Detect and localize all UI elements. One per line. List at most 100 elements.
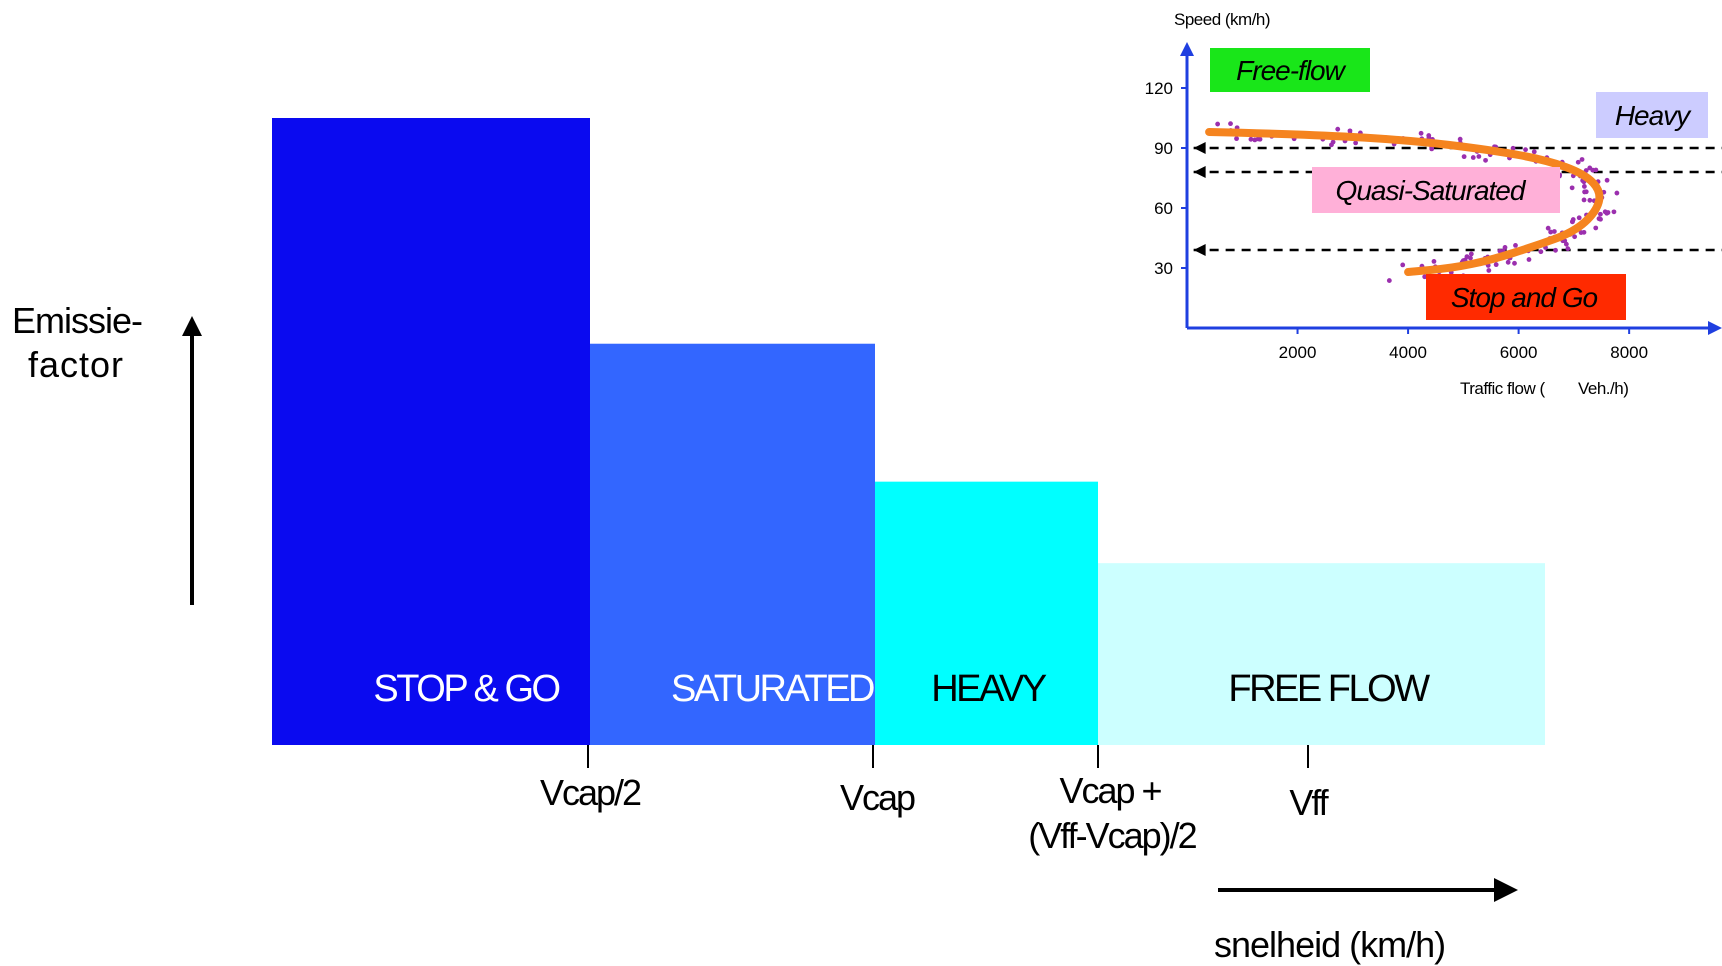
regime-label-stop-and-go: STOP & GO [373, 668, 561, 710]
scatter-point [1234, 136, 1239, 142]
scatter-point [1215, 121, 1221, 127]
x-axis-arrowhead [1494, 878, 1518, 902]
scatter-point [1548, 229, 1554, 235]
inset-x-tick-label: 4000 [1389, 343, 1427, 362]
scatter-point [1531, 149, 1537, 155]
scatter-point [1400, 262, 1406, 268]
scatter-point [1476, 154, 1482, 159]
scatter-point [1614, 190, 1620, 196]
x-axis-label: snelheid (km/h) [1214, 924, 1446, 965]
inset-x-arrowhead [1708, 321, 1722, 335]
region-free-flow-box [1210, 48, 1370, 92]
scatter-point [1553, 247, 1558, 253]
scatter-point [1576, 215, 1582, 221]
scatter-point [1581, 184, 1587, 189]
x-tick-label-vcap: Vcap [839, 777, 916, 818]
regime-label-heavy: HEAVY [931, 668, 1047, 710]
scatter-point [1587, 165, 1593, 171]
scatter-point [1493, 262, 1499, 268]
region-label-boxes: Free-flow Heavy Quasi-Saturated Stop and Go [1210, 48, 1708, 320]
scatter-point [1505, 259, 1511, 265]
scatter-point [1523, 147, 1528, 153]
scatter-point [1578, 230, 1584, 235]
scatter-point [1228, 121, 1233, 127]
region-heavy-box [1596, 92, 1708, 138]
bar-stop-and-go [272, 118, 590, 745]
scatter-point [1598, 211, 1603, 217]
scatter-point [1386, 278, 1392, 283]
regime-label-saturated: SATURATED [671, 668, 876, 710]
inset-text-layer: Speed (km/h) Traffic flow ( Veh./h) [1174, 10, 1629, 398]
scatter-point [1347, 128, 1353, 134]
scatter-point [1512, 260, 1517, 266]
scatter-point [1572, 234, 1578, 240]
inset-y-tick-label: 120 [1145, 79, 1173, 98]
region-stop-and-go-label: Stop and Go [1451, 282, 1598, 313]
inset-y-tick-label: 90 [1154, 139, 1173, 158]
scatter-point [1593, 225, 1599, 231]
scatter-point [1461, 154, 1467, 160]
scatter-point [1464, 254, 1470, 260]
scatter-point [1483, 157, 1488, 163]
scatter-point [1581, 197, 1587, 203]
x-tick-label-vff: Vff [1289, 782, 1328, 823]
inset-x-label-part2: Veh./h) [1578, 379, 1628, 398]
scatter-point [1248, 136, 1254, 142]
region-stop-and-go-box [1426, 274, 1626, 320]
region-quasi-saturated-label: Quasi-Saturated [1336, 175, 1527, 206]
scatter-point [1422, 274, 1428, 280]
bar-free-flow [1098, 563, 1545, 745]
scatter-point [1330, 139, 1336, 145]
y-axis-label-line2: factor [28, 344, 125, 385]
x-tick-marks [587, 745, 1309, 768]
bars-layer [272, 118, 1545, 745]
speed-flow-inset: 120 90 60 30 2000 4000 6000 8000 Free-flow Heavy… [1145, 10, 1722, 398]
threshold-arrowhead [1193, 166, 1206, 178]
scatter-point [1569, 185, 1575, 191]
scatter-point [1575, 159, 1581, 165]
regime-label-free-flow: FREE FLOW [1228, 668, 1430, 710]
bar-saturated [590, 343, 875, 745]
inset-y-tick-label: 60 [1154, 199, 1173, 218]
scatter-point [1486, 268, 1492, 273]
inset-x-tick-label: 6000 [1500, 343, 1538, 362]
scatter-point [1431, 258, 1437, 264]
scatter-point [1582, 189, 1587, 195]
scatter-point [1468, 251, 1474, 257]
inset-x-label-part1: Traffic flow ( [1460, 379, 1545, 398]
scatter-point [1526, 257, 1532, 262]
x-tick-label-midpoint-line1: Vcap + [1059, 770, 1162, 811]
scatter-point [1596, 216, 1602, 222]
scatter-point [1257, 136, 1263, 142]
scatter-point [1510, 145, 1516, 151]
scatter-point [1593, 167, 1599, 173]
scatter-point [1418, 130, 1424, 136]
inset-y-arrowhead [1180, 42, 1194, 56]
scatter-point [1551, 229, 1557, 234]
speed-flow-curve [1205, 128, 1604, 276]
scatter-point [1565, 246, 1571, 252]
scatter-point [1457, 136, 1463, 142]
scatter-point [1604, 177, 1610, 183]
scatter-point [1579, 157, 1585, 162]
y-axis-label-line1: Emissie- [12, 300, 143, 341]
region-heavy-label: Heavy [1615, 100, 1692, 131]
inset-axes: 120 90 60 30 2000 4000 6000 8000 [1145, 42, 1722, 362]
region-free-flow-label: Free-flow [1236, 55, 1346, 86]
scatter-point [1513, 243, 1518, 248]
scatter-point [1353, 140, 1359, 146]
threshold-arrowhead [1193, 142, 1206, 154]
scatter-point [1569, 219, 1575, 225]
inset-y-label: Speed (km/h) [1174, 10, 1270, 29]
inset-x-tick-label: 2000 [1279, 343, 1317, 362]
threshold-arrowhead [1193, 244, 1206, 256]
inset-y-tick-label: 30 [1154, 259, 1173, 278]
scatter-point [1545, 225, 1551, 231]
y-axis-arrowhead [182, 316, 202, 336]
x-tick-label-vcap-half: Vcap/2 [539, 772, 642, 813]
scatter-point [1604, 210, 1610, 216]
scatter-point [1335, 126, 1341, 132]
x-tick-label-midpoint-line2: (Vff-Vcap)/2 [1028, 815, 1197, 856]
region-quasi-saturated-box [1312, 167, 1560, 213]
